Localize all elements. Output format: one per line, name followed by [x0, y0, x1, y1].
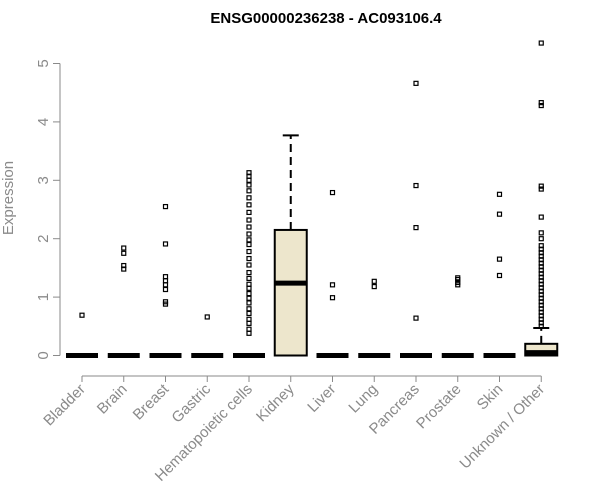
outlier-point	[162, 278, 169, 284]
box-group	[273, 134, 308, 357]
outlier-point	[121, 262, 127, 269]
outlier-point	[246, 202, 252, 208]
y-tick-label: 0	[35, 351, 52, 359]
outlier-point	[246, 310, 252, 317]
outlier-point	[246, 306, 252, 312]
outlier-point	[538, 186, 544, 192]
x-tick-label: Lung	[345, 381, 381, 417]
outlier-point	[246, 195, 252, 201]
outlier-point	[246, 320, 252, 326]
outlier-point	[246, 224, 252, 230]
outlier-point	[538, 214, 544, 220]
outlier-point	[246, 188, 252, 194]
y-tick-label: 5	[35, 59, 52, 67]
outlier-point	[246, 326, 252, 332]
outlier-point	[538, 100, 544, 106]
outlier-point	[246, 182, 252, 188]
box-group	[107, 245, 140, 358]
y-tick-label: 1	[35, 293, 52, 301]
outlier-point	[162, 282, 169, 288]
outlier-point	[162, 203, 169, 210]
box-group	[524, 40, 559, 357]
x-tick-label: Liver	[304, 381, 339, 416]
outlier-point	[204, 314, 210, 320]
outlier-point	[246, 295, 252, 301]
outlier-point	[413, 182, 419, 189]
outlier-point	[246, 177, 252, 183]
outlier-point	[246, 262, 252, 268]
outlier-point	[246, 316, 252, 322]
outlier-point	[246, 170, 252, 176]
outlier-point	[413, 80, 419, 86]
y-tick-label: 3	[35, 176, 52, 184]
outlier-point	[496, 272, 503, 279]
outlier-point	[413, 315, 419, 321]
outlier-point	[538, 236, 544, 242]
outlier-point	[79, 312, 85, 318]
outlier-point	[121, 250, 127, 256]
y-tick-label: 4	[35, 118, 52, 126]
x-tick-label: Kidney	[253, 380, 298, 425]
outlier-point	[538, 243, 544, 249]
box-group	[400, 80, 432, 358]
outlier-point	[455, 279, 461, 286]
box-group	[483, 191, 516, 358]
outlier-point	[246, 231, 252, 237]
box-group	[191, 314, 224, 358]
outlier-point	[246, 209, 252, 216]
y-axis-label: Expression	[0, 161, 17, 235]
outlier-point	[413, 225, 419, 231]
outlier-point	[538, 230, 544, 236]
x-tick-label: Bladder	[40, 381, 89, 430]
outlier-point	[329, 189, 336, 196]
box-group	[441, 275, 474, 358]
outlier-point	[246, 269, 252, 276]
outlier-point	[246, 255, 252, 262]
box-group	[358, 278, 391, 358]
outlier-point	[121, 245, 127, 251]
x-tick-label: Brain	[94, 381, 131, 418]
outlier-point	[538, 40, 544, 46]
box-body	[273, 228, 308, 357]
outlier-point	[246, 290, 252, 297]
outlier-point	[496, 191, 503, 197]
outlier-point	[246, 217, 252, 223]
outlier-point	[162, 274, 169, 280]
box-group	[233, 170, 265, 358]
outlier-point	[538, 183, 544, 189]
outlier-point	[162, 241, 169, 247]
outlier-point	[246, 248, 252, 255]
outlier-point	[246, 241, 252, 248]
outlier-point	[246, 330, 252, 336]
x-tick-label: Skin	[474, 381, 507, 414]
x-tick-label: Breast	[130, 380, 173, 423]
outlier-point	[162, 286, 169, 293]
outlier-point	[329, 295, 336, 301]
x-tick-label: Prostate	[413, 381, 465, 433]
outlier-point	[162, 299, 169, 305]
chart-title: ENSG00000236238 - AC093106.4	[210, 10, 442, 27]
box-body	[524, 342, 559, 357]
outlier-point	[371, 283, 377, 290]
y-tick-label: 2	[35, 235, 52, 243]
outlier-point	[246, 285, 252, 291]
outlier-point	[538, 102, 544, 109]
outlier-point	[246, 300, 252, 306]
outlier-point	[496, 211, 503, 217]
box-group	[316, 189, 349, 358]
outlier-point	[455, 275, 461, 281]
outlier-point	[246, 237, 252, 243]
outlier-point	[246, 281, 252, 287]
box-group	[66, 312, 98, 358]
box-group	[149, 203, 182, 358]
y-axis: 0 1 2 3 4 5	[35, 59, 61, 360]
outlier-point	[496, 256, 503, 262]
outlier-point	[329, 282, 336, 288]
outlier-point	[246, 275, 252, 282]
outlier-point	[371, 278, 377, 284]
boxes-layer	[66, 40, 559, 358]
